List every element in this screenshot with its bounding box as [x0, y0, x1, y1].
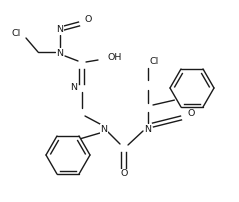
Text: N: N: [101, 124, 108, 134]
Text: O: O: [188, 109, 195, 119]
Text: N: N: [145, 124, 152, 134]
Text: Cl: Cl: [150, 57, 159, 65]
Text: N: N: [56, 25, 64, 35]
Text: OH: OH: [108, 53, 122, 61]
Text: N: N: [70, 83, 77, 93]
Text: O: O: [85, 16, 92, 24]
Text: Cl: Cl: [11, 28, 21, 38]
Text: N: N: [56, 48, 64, 58]
Text: O: O: [120, 169, 128, 179]
